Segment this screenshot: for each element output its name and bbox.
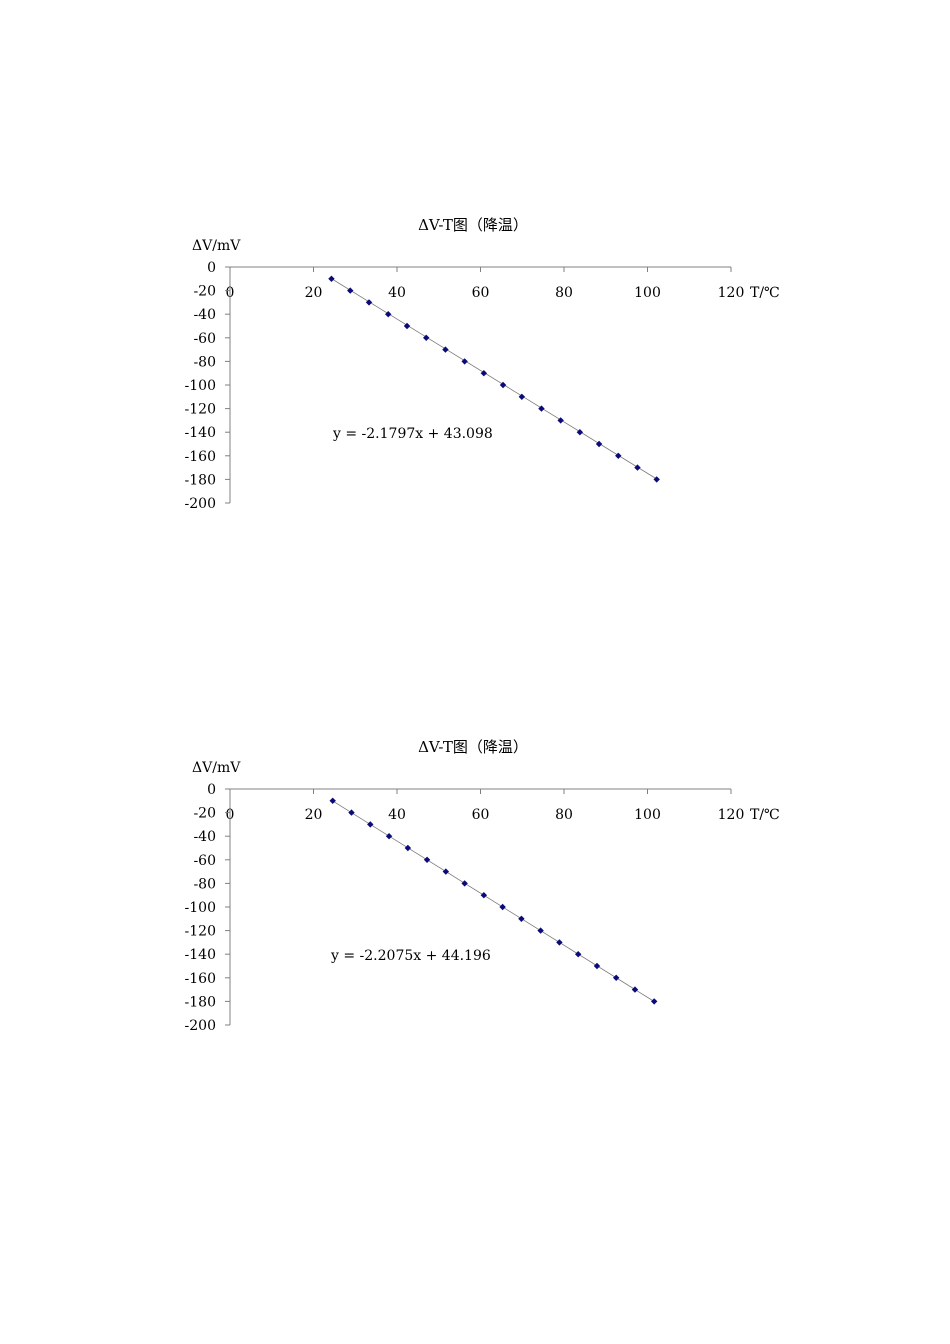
data-point xyxy=(367,821,374,828)
y-tick-label: -40 xyxy=(193,829,216,845)
data-point xyxy=(404,844,412,852)
data-point xyxy=(423,334,430,341)
y-tick-label: -20 xyxy=(193,806,216,822)
x-tick-label: 120 xyxy=(718,285,745,301)
data-point xyxy=(595,440,603,448)
data-point xyxy=(615,452,622,459)
y-tick-label: -160 xyxy=(185,971,216,987)
y-tick-label: -140 xyxy=(185,425,216,441)
data-point xyxy=(593,962,601,970)
y-tick-label: -180 xyxy=(185,994,216,1010)
data-point xyxy=(631,986,639,993)
data-point xyxy=(348,809,355,816)
y-tick-label: -120 xyxy=(185,402,216,418)
y-tick-label: -60 xyxy=(193,853,216,869)
data-point xyxy=(499,903,506,911)
y-tick-label: -20 xyxy=(193,284,216,300)
x-axis-title: T/℃ xyxy=(750,807,780,823)
data-point xyxy=(650,998,658,1005)
y-tick-label: 0 xyxy=(207,260,216,276)
data-point xyxy=(537,927,544,934)
data-point xyxy=(442,868,450,875)
data-point xyxy=(574,951,582,958)
data-point xyxy=(328,275,335,282)
data-point xyxy=(442,346,449,353)
data-point xyxy=(365,299,373,306)
data-point xyxy=(461,880,468,887)
y-tick-label: -200 xyxy=(185,1018,216,1034)
x-tick-label: 80 xyxy=(555,807,573,823)
data-point xyxy=(329,797,336,804)
data-point xyxy=(634,464,641,471)
y-tick-label: -100 xyxy=(185,900,216,916)
data-point xyxy=(385,311,392,318)
data-point xyxy=(461,358,468,365)
data-point xyxy=(518,915,525,922)
x-tick-label: 20 xyxy=(305,807,323,823)
data-point xyxy=(480,370,488,377)
y-tick-label: -140 xyxy=(185,947,216,963)
trendline-equation: y = -2.1797x + 43.098 xyxy=(332,426,493,442)
chart-cooling-2: ΔV-T图（降温） ΔV/mV T/℃ y = -2.2075x + 44.19… xyxy=(0,727,950,1067)
x-tick-label: 0 xyxy=(226,807,235,823)
chart-svg-2: ΔV-T图（降温） ΔV/mV T/℃ y = -2.2075x + 44.19… xyxy=(185,738,780,1034)
data-point xyxy=(557,417,564,424)
y-tick-label: -80 xyxy=(193,354,216,370)
y-axis-title: ΔV/mV xyxy=(192,760,241,776)
plot-area: 0 20 40 60 80 100 120 0 -20 -40 -60 -80 -100 -120 -140… xyxy=(185,782,745,1034)
trendline xyxy=(332,800,655,1002)
data-point xyxy=(538,405,545,412)
trendline xyxy=(331,278,657,480)
y-tick-label: -160 xyxy=(185,449,216,465)
trendline-equation: y = -2.2075x + 44.196 xyxy=(330,948,491,964)
x-axis-title: T/℃ xyxy=(750,285,780,301)
data-point xyxy=(385,833,393,840)
x-tick-label: 100 xyxy=(634,285,661,301)
data-point xyxy=(423,856,431,863)
data-point xyxy=(347,287,354,294)
plot-area: 0 20 40 60 80 100 120 0 -20 -40 -60 -80 -100 -120 -140… xyxy=(185,260,745,512)
chart-title: ΔV-T图（降温） xyxy=(418,738,528,756)
y-tick-label: -40 xyxy=(193,307,216,323)
y-tick-label: -60 xyxy=(193,331,216,347)
x-tick-label: 40 xyxy=(388,807,406,823)
data-point xyxy=(518,393,526,400)
y-tick-label: -100 xyxy=(185,378,216,394)
y-tick-label: -200 xyxy=(185,496,216,512)
data-point xyxy=(480,892,488,899)
data-point xyxy=(612,974,620,981)
data-point xyxy=(653,476,660,483)
chart-cooling-1: ΔV-T图（降温） ΔV/mV T/℃ y = -2.1797x + 43.09… xyxy=(0,205,950,545)
x-tick-label: 100 xyxy=(634,807,661,823)
chart-svg-1: ΔV-T图（降温） ΔV/mV T/℃ y = -2.1797x + 43.09… xyxy=(185,216,780,512)
data-point xyxy=(556,939,563,946)
data-point xyxy=(403,322,411,330)
y-tick-label: -180 xyxy=(185,472,216,488)
data-point xyxy=(576,429,584,436)
x-tick-label: 0 xyxy=(226,285,235,301)
x-tick-label: 20 xyxy=(305,285,323,301)
x-tick-label: 60 xyxy=(472,285,490,301)
x-tick-label: 60 xyxy=(472,807,490,823)
y-tick-label: -80 xyxy=(193,876,216,892)
data-point xyxy=(499,381,507,389)
x-tick-label: 80 xyxy=(555,285,573,301)
x-tick-label: 120 xyxy=(718,807,745,823)
y-axis-title: ΔV/mV xyxy=(192,238,241,254)
y-tick-label: -120 xyxy=(185,924,216,940)
chart-title: ΔV-T图（降温） xyxy=(418,216,528,234)
y-tick-label: 0 xyxy=(207,782,216,798)
x-tick-label: 40 xyxy=(388,285,406,301)
